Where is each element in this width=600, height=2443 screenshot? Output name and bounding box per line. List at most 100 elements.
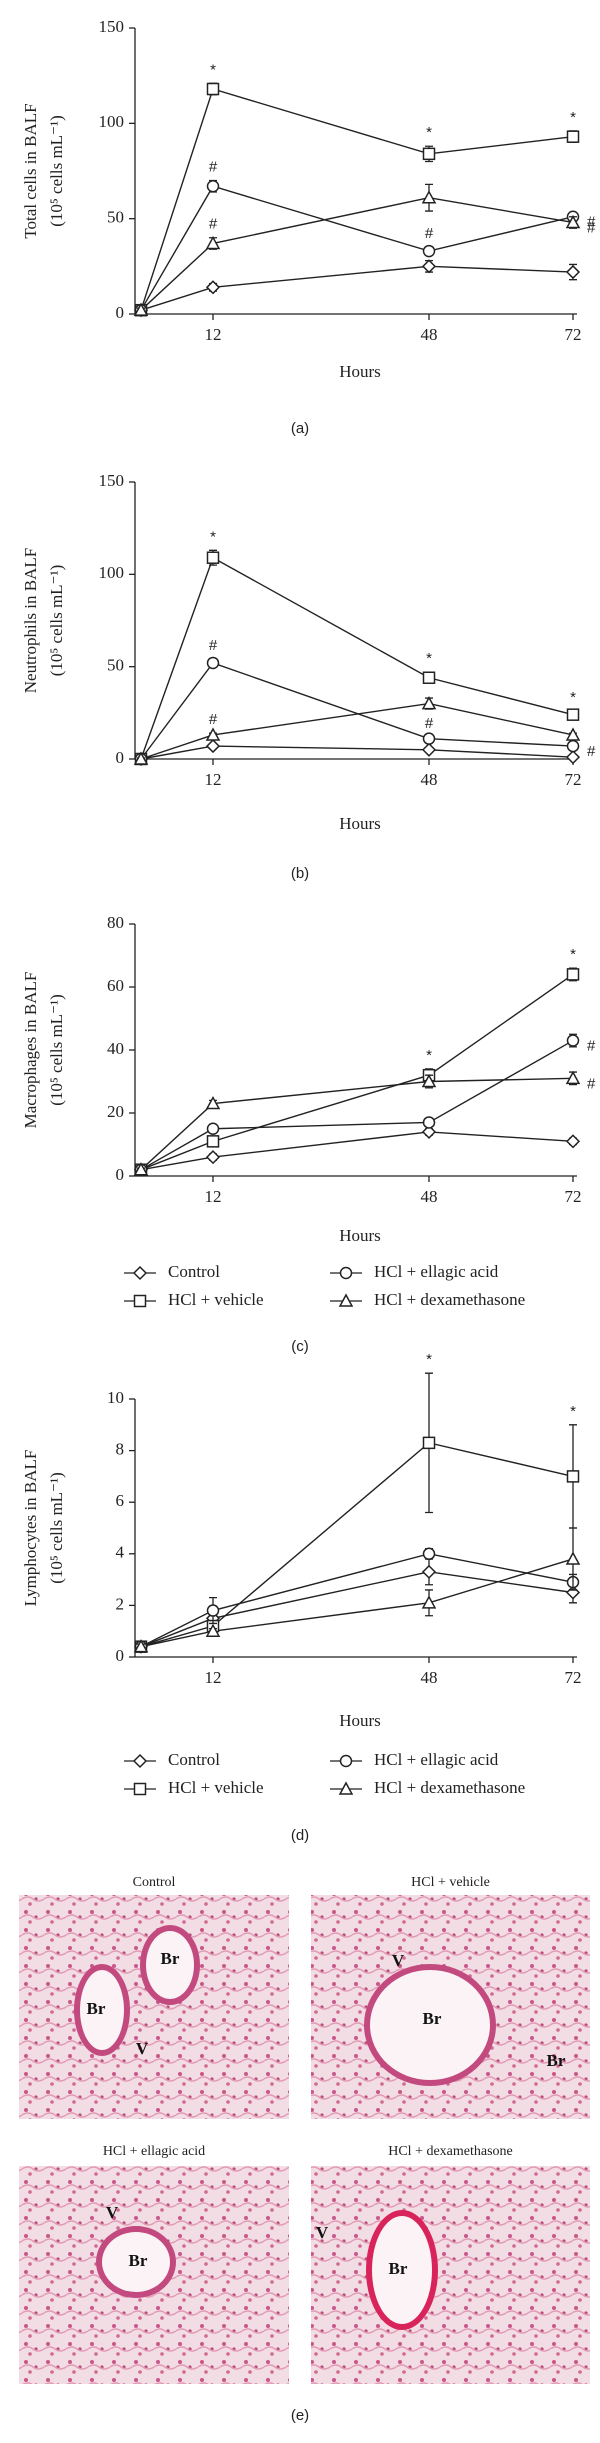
marker-triangle — [133, 1162, 149, 1176]
series-line — [140, 702, 574, 760]
airway-lumen — [372, 2216, 432, 2324]
series-line — [140, 556, 574, 760]
significance-label: * — [210, 61, 216, 78]
y-axis-label: Macrophages in BALF — [21, 972, 40, 1129]
marker-diamond — [565, 264, 581, 280]
series-line — [140, 185, 574, 311]
significance-label: * — [426, 1351, 432, 1368]
y-tick-label: 80 — [107, 913, 124, 932]
x-axis-label: Hours — [339, 1226, 381, 1245]
marker-circle — [566, 739, 580, 753]
series-line — [140, 196, 574, 311]
histology-title: HCl + vehicle — [411, 1875, 490, 1890]
panel-label: (d) — [291, 1827, 309, 1844]
marker-square — [206, 1135, 220, 1148]
marker-diamond — [565, 750, 581, 765]
marker-square — [566, 968, 580, 981]
y-tick-label: 6 — [116, 1491, 125, 1510]
y-tick-label: 0 — [116, 303, 125, 322]
significance-label: # — [425, 225, 434, 242]
marker-circle — [422, 1547, 436, 1561]
series-line — [140, 1131, 574, 1171]
marker-square — [422, 671, 436, 684]
y-tick-label: 0 — [116, 1165, 125, 1184]
significance-label: * — [210, 528, 216, 545]
marker-triangle — [205, 727, 221, 741]
y-axis-label: (10⁵ cells mL⁻¹) — [47, 1472, 66, 1584]
histology-annotation: V — [106, 2203, 119, 2222]
marker-diamond — [205, 280, 221, 295]
legend-label: Control — [168, 1262, 220, 1281]
y-tick-label: 150 — [99, 17, 125, 36]
significance-label: * — [570, 1403, 576, 1420]
airway-lumen — [370, 1970, 490, 2080]
y-tick-label: 0 — [116, 1646, 125, 1665]
marker-circle — [566, 1034, 580, 1047]
histology-annotation: Br — [129, 2251, 148, 2270]
y-tick-label: 2 — [116, 1594, 125, 1613]
marker-circle — [422, 1116, 436, 1129]
marker-circle — [206, 656, 220, 670]
marker-square — [206, 82, 220, 96]
y-tick-label: 150 — [99, 471, 125, 490]
significance-label: # — [587, 1075, 596, 1092]
series-line — [140, 662, 574, 760]
histology-annotation: V — [392, 1951, 405, 1970]
x-axis-label: Hours — [339, 362, 381, 381]
histology-annotation: Br — [547, 2051, 566, 2070]
series-line — [140, 1571, 574, 1648]
y-axis-label: Total cells in BALF — [21, 103, 40, 238]
significance-label: * — [426, 650, 432, 667]
airway-lumen — [146, 1931, 194, 1999]
marker-diamond — [205, 1150, 221, 1165]
marker-square — [566, 130, 580, 143]
x-tick-label: 72 — [565, 325, 582, 344]
series-line — [140, 1553, 574, 1648]
y-tick-label: 20 — [107, 1102, 124, 1121]
panel-label: (a) — [291, 420, 309, 437]
x-tick-label: 12 — [205, 1668, 222, 1687]
panel-label: (e) — [291, 2407, 309, 2424]
marker-triangle — [421, 190, 437, 204]
airway-lumen — [80, 1970, 124, 2050]
x-tick-label: 72 — [565, 770, 582, 789]
x-tick-label: 48 — [421, 1187, 438, 1206]
series-line — [140, 88, 574, 311]
x-tick-label: 48 — [421, 1668, 438, 1687]
marker-triangle — [205, 235, 221, 250]
marker-square — [206, 551, 220, 564]
marker-circle — [206, 1604, 220, 1617]
y-tick-label: 10 — [107, 1388, 124, 1407]
histology-title: HCl + ellagic acid — [103, 2144, 205, 2159]
y-tick-label: 40 — [107, 1039, 124, 1058]
marker-diamond — [421, 259, 437, 274]
y-axis-label: Lymphocytes in BALF — [21, 1450, 40, 1607]
series-line — [140, 1077, 574, 1171]
marker-triangle — [421, 1073, 437, 1088]
significance-label: * — [570, 109, 576, 126]
marker-diamond — [132, 1753, 148, 1769]
significance-label: # — [587, 214, 596, 231]
marker-triangle — [421, 696, 437, 710]
marker-triangle — [205, 1095, 221, 1110]
histology-annotation: V — [136, 2039, 149, 2058]
marker-triangle — [133, 302, 149, 316]
histology-image — [19, 1895, 289, 2119]
x-axis-label: Hours — [339, 814, 381, 833]
x-tick-label: 72 — [565, 1668, 582, 1687]
histology-title: HCl + dexamethasone — [388, 2144, 513, 2159]
marker-triangle — [338, 1781, 354, 1795]
marker-triangle — [565, 1551, 581, 1565]
marker-triangle — [565, 214, 581, 229]
histology-annotation: Br — [423, 2009, 442, 2028]
legend-label: Control — [168, 1750, 220, 1769]
significance-label: # — [209, 711, 218, 728]
y-tick-label: 50 — [107, 208, 124, 227]
panel-label: (b) — [291, 865, 309, 882]
legend-label: HCl + ellagic acid — [374, 1750, 499, 1769]
legend-label: HCl + ellagic acid — [374, 1262, 499, 1281]
marker-circle — [206, 1122, 220, 1135]
series-line — [140, 1442, 574, 1648]
x-tick-label: 48 — [421, 770, 438, 789]
